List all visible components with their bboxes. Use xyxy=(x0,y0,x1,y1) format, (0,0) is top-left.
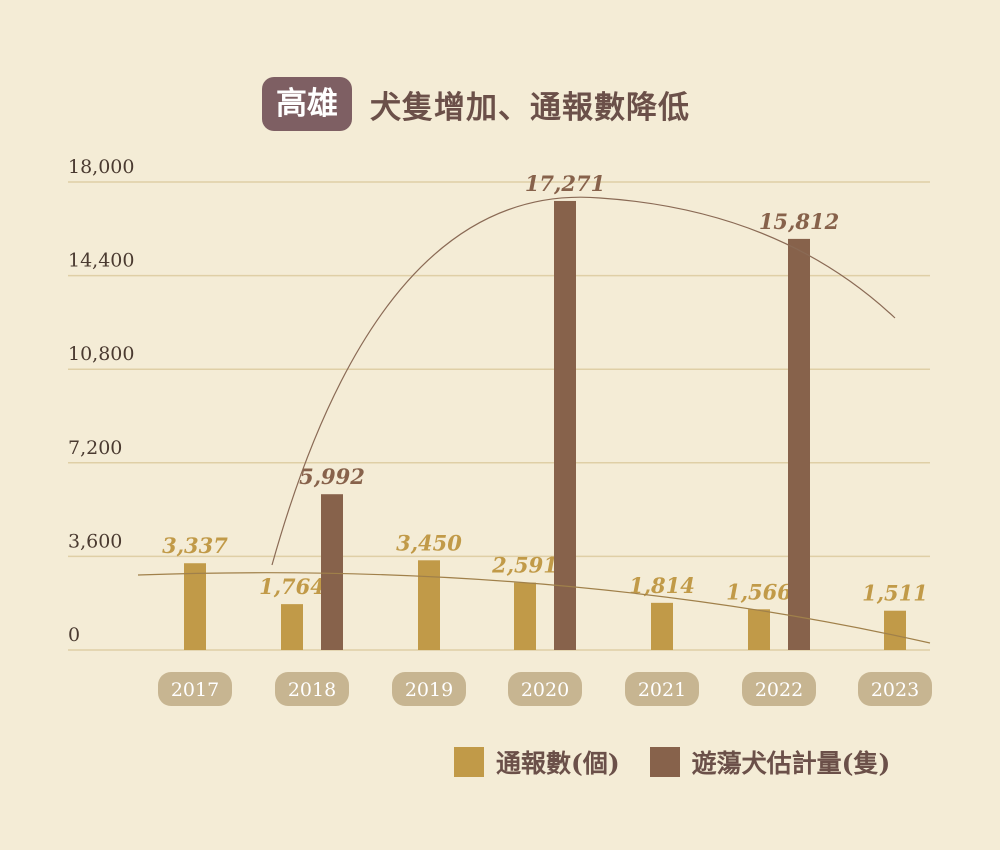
data-label-reports: 1,566 xyxy=(726,579,792,604)
year-pill xyxy=(392,672,466,706)
legend-item-reports: 通報數(個) xyxy=(454,744,620,780)
legend-item-dogs: 遊蕩犬估計量(隻) xyxy=(649,744,891,780)
bar-reports xyxy=(651,602,673,650)
bar-reports xyxy=(514,582,536,650)
trendline-dogs xyxy=(271,196,896,566)
y-tick-label: 14,400 xyxy=(68,250,134,272)
bar-dogs xyxy=(321,494,343,650)
year-pill xyxy=(158,672,232,706)
year-pill xyxy=(275,672,349,706)
trendline-reports xyxy=(137,572,931,644)
data-label-dogs: 15,812 xyxy=(759,209,839,234)
data-label-reports: 1,511 xyxy=(862,581,928,606)
y-tick-label: 0 xyxy=(68,624,80,646)
legend: 通報數(個) 遊蕩犬估計量(隻) xyxy=(454,744,920,780)
y-tick-label: 18,000 xyxy=(68,156,134,178)
data-label-dogs: 5,992 xyxy=(299,464,365,489)
y-tick-label: 3,600 xyxy=(68,530,122,552)
y-tick-label: 7,200 xyxy=(68,437,122,459)
x-tick-label: 2017 xyxy=(171,679,219,701)
legend-swatch-reports xyxy=(454,747,484,777)
data-label-reports: 3,337 xyxy=(162,533,228,558)
data-label-reports: 1,764 xyxy=(259,574,325,599)
legend-label-dogs: 遊蕩犬估計量(隻) xyxy=(691,749,891,778)
data-label-dogs: 17,271 xyxy=(525,171,605,196)
x-tick-label: 2019 xyxy=(405,679,453,701)
legend-swatch-dogs xyxy=(649,747,680,777)
chart-headline: 犬隻增加、通報數降低 xyxy=(370,89,690,126)
year-pill xyxy=(508,672,582,706)
city-badge: 高雄 xyxy=(262,77,352,131)
x-tick-label: 2022 xyxy=(755,679,803,701)
legend-label-reports: 通報數(個) xyxy=(496,749,620,778)
bar-reports xyxy=(748,609,770,650)
x-tick-label: 2021 xyxy=(638,679,686,701)
bar-dogs xyxy=(788,238,810,650)
bar-reports xyxy=(184,563,206,650)
bar-reports xyxy=(281,604,303,650)
y-tick-label: 10,800 xyxy=(68,343,134,365)
data-label-reports: 3,450 xyxy=(396,530,462,555)
data-label-reports: 2,591 xyxy=(491,553,558,578)
year-pill xyxy=(625,672,699,706)
x-tick-label: 2018 xyxy=(288,679,336,701)
x-tick-label: 2023 xyxy=(871,679,919,701)
bar-reports xyxy=(418,560,440,650)
title-bar: 高雄 犬隻增加、通報數降低 xyxy=(262,76,690,132)
bar-reports xyxy=(884,610,906,650)
x-tick-label: 2020 xyxy=(521,679,569,701)
bar-dogs xyxy=(554,200,576,651)
year-pill xyxy=(858,672,932,706)
year-pill xyxy=(742,672,816,706)
